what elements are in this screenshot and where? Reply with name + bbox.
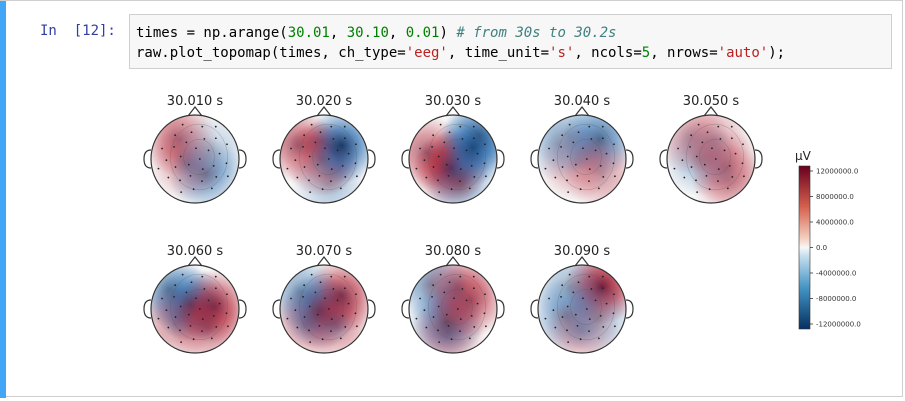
topomap-field xyxy=(538,265,626,353)
topomap-title: 30.050 s xyxy=(683,94,740,109)
colorbar-tick-label: -12000000.0 xyxy=(816,321,861,329)
head-ear-left xyxy=(272,149,281,169)
head-ear-left xyxy=(530,149,539,169)
topomap-title: 30.070 s xyxy=(296,244,353,259)
head-nose xyxy=(316,256,332,267)
colorbar-tick-label: 4000000.0 xyxy=(816,219,854,227)
colorbar-unit: µV xyxy=(795,149,812,163)
head-ear-left xyxy=(143,149,152,169)
topomap-title: 30.030 s xyxy=(425,94,482,109)
head-ear-left xyxy=(272,299,281,319)
head-ear-right xyxy=(238,299,247,319)
code-token: , nrows= xyxy=(650,45,718,61)
head-nose xyxy=(187,106,203,117)
topomap-field xyxy=(151,265,239,353)
head-outline xyxy=(537,114,627,204)
colorbar-tick-label: 8000000.0 xyxy=(816,193,854,201)
head-ear-left xyxy=(401,299,410,319)
colorbar-tick-label: -8000000.0 xyxy=(816,295,856,303)
head-ear-right xyxy=(625,299,634,319)
head-ear-left xyxy=(143,299,152,319)
colorbar-gradient xyxy=(798,165,811,330)
head-nose xyxy=(445,256,461,267)
code-string: 'eeg' xyxy=(405,45,448,61)
head-nose xyxy=(316,106,332,117)
topomap-8: 30.080 s xyxy=(401,244,505,354)
head-ear-right xyxy=(367,299,376,319)
topomap-5: 30.050 s xyxy=(659,94,763,204)
code-string: 'auto' xyxy=(717,45,769,61)
head-ear-left xyxy=(530,299,539,319)
head-outline xyxy=(150,114,240,204)
code-number: 30.01 xyxy=(287,25,330,41)
topomap-title: 30.020 s xyxy=(296,94,353,109)
code-token: , time_unit= xyxy=(447,45,550,61)
code-number: 5 xyxy=(641,45,651,61)
code-token: , xyxy=(388,25,406,41)
code-token: ) xyxy=(439,25,457,41)
head-ear-left xyxy=(659,149,668,169)
code-line-2: raw.plot_topomap(times, ch_type='eeg', t… xyxy=(136,45,785,61)
topomap-7: 30.070 s xyxy=(272,244,376,354)
head-ear-right xyxy=(754,149,763,169)
topomap-figure: 30.010 s 30.020 s 30.030 s 30.040 s 30.050 s… xyxy=(143,94,861,354)
topomap-title: 30.060 s xyxy=(167,244,224,259)
head-outline xyxy=(408,264,498,354)
head-outline xyxy=(150,264,240,354)
topomap-4: 30.040 s xyxy=(530,94,634,204)
colorbar-tick-label: -4000000.0 xyxy=(816,270,856,278)
head-outline xyxy=(537,264,627,354)
code-string: 's' xyxy=(549,45,575,61)
code-token: ); xyxy=(768,45,786,61)
code-number: 30.10 xyxy=(346,25,389,41)
topomap-2: 30.020 s xyxy=(272,94,376,204)
topomap-1: 30.010 s xyxy=(143,94,247,204)
head-ear-right xyxy=(496,299,505,319)
head-ear-right xyxy=(367,149,376,169)
topomap-title: 30.080 s xyxy=(425,244,482,259)
input-prompt: In [12]: xyxy=(40,23,116,39)
head-ear-left xyxy=(401,149,410,169)
colorbar: µV 12000000.0 8000000.0 4000000.0 0.0 -400000… xyxy=(795,149,861,330)
head-outline xyxy=(279,114,369,204)
head-nose xyxy=(187,256,203,267)
head-ear-right xyxy=(238,149,247,169)
head-nose xyxy=(445,106,461,117)
code-line-1: times = np.arange(30.01, 30.10, 0.01) # … xyxy=(136,25,616,41)
colorbar-tick-label: 0.0 xyxy=(816,244,827,252)
head-nose xyxy=(703,106,719,117)
topomap-title: 30.040 s xyxy=(554,94,611,109)
cell-selection-bar xyxy=(0,1,6,398)
topomap-field xyxy=(280,115,368,203)
colorbar-tick-label: 12000000.0 xyxy=(816,168,858,176)
head-outline xyxy=(666,114,756,204)
code-token: times = np.arange( xyxy=(136,25,288,41)
topomap-6: 30.060 s xyxy=(143,244,247,354)
topomap-field xyxy=(667,115,755,203)
topomap-title: 30.010 s xyxy=(167,94,224,109)
code-comment: # from 30s to 30.2s xyxy=(456,25,617,41)
topomap-field xyxy=(409,115,497,203)
head-outline xyxy=(408,114,498,204)
topomap-3: 30.030 s xyxy=(401,94,505,204)
output-area: 30.010 s 30.020 s 30.030 s 30.040 s 30.050 s… xyxy=(129,76,899,394)
head-nose xyxy=(574,106,590,117)
code-token: raw.plot_topomap(times, ch_type= xyxy=(136,45,406,61)
code-token: , xyxy=(329,25,347,41)
code-editor[interactable]: times = np.arange(30.01, 30.10, 0.01) # … xyxy=(129,14,892,69)
head-ear-right xyxy=(496,149,505,169)
topomap-9: 30.090 s xyxy=(530,244,634,354)
head-nose xyxy=(574,256,590,267)
topomap-title: 30.090 s xyxy=(554,244,611,259)
topomap-field xyxy=(409,265,497,353)
head-outline xyxy=(279,264,369,354)
head-ear-right xyxy=(625,149,634,169)
code-number: 0.01 xyxy=(405,25,440,41)
code-token: , ncols= xyxy=(574,45,642,61)
